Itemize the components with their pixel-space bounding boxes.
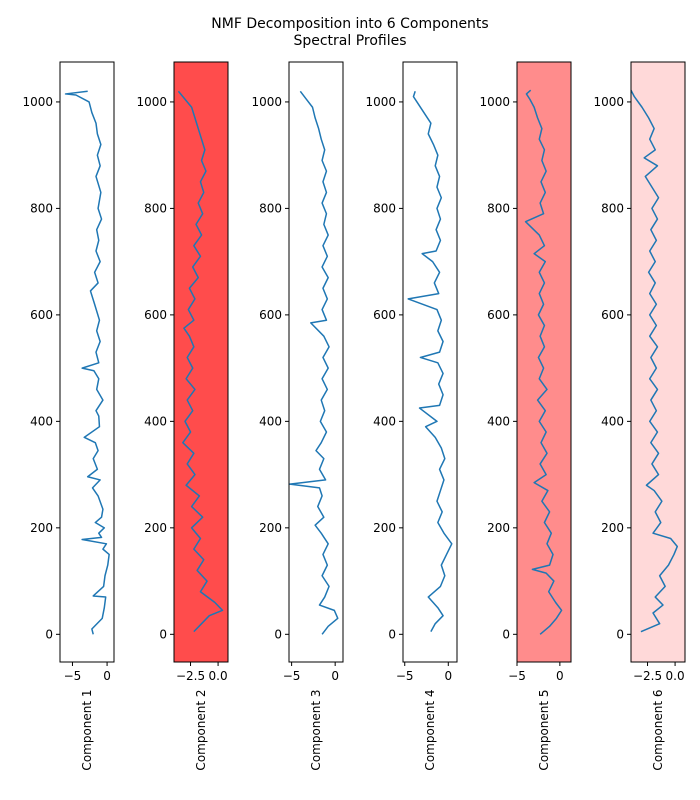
series-line — [524, 89, 563, 635]
panel-background — [631, 62, 685, 662]
panel-frame — [630, 61, 686, 663]
series-line — [407, 91, 453, 633]
y-tick-label: 600 — [144, 308, 167, 322]
y-tick-label: 400 — [30, 414, 53, 428]
y-tick-label: 0 — [274, 627, 282, 641]
panel-background — [403, 62, 457, 662]
x-tick-label: 0 — [556, 669, 564, 683]
series-line — [289, 90, 339, 635]
y-tick-label: 600 — [30, 308, 53, 322]
x-tick-label: 0 — [103, 669, 111, 683]
panel-1: 0 200 400 600 800 1000 −5 0 Component 1 — [22, 61, 115, 771]
panel-frame — [59, 61, 115, 663]
x-tick-label: −2.5 — [633, 669, 662, 683]
panel-background — [174, 62, 228, 662]
panel-frame — [402, 61, 458, 663]
y-tick-label: 600 — [373, 308, 396, 322]
x-tick-label: 0 — [331, 669, 339, 683]
panel-frame — [288, 61, 344, 663]
y-tick-label: 800 — [144, 201, 167, 215]
y-tick-label: 0 — [159, 627, 167, 641]
chart-title: NMF Decomposition into 6 Components — [211, 16, 488, 32]
x-axis-label: Component 5 — [537, 689, 551, 770]
y-tick-label: 400 — [373, 414, 396, 428]
chart-panels: 0 200 400 600 800 1000 −5 0 Component 1 0 200 400 60… — [22, 61, 686, 771]
x-tick-label: −5 — [64, 669, 82, 683]
y-tick-label: 400 — [144, 414, 167, 428]
y-tick-label: 600 — [601, 308, 624, 322]
y-tick-label: 200 — [373, 521, 396, 535]
y-tick-label: 400 — [487, 414, 510, 428]
y-tick-label: 0 — [616, 627, 624, 641]
x-tick-label: 0 — [444, 669, 452, 683]
y-tick-label: 200 — [487, 521, 510, 535]
y-tick-label: 0 — [502, 627, 510, 641]
y-tick-label: 800 — [373, 201, 396, 215]
panel-frame — [173, 61, 229, 663]
panel-4: 0 200 400 600 800 1000 −5 0 Component 4 — [365, 61, 458, 771]
panel-background — [289, 62, 343, 662]
y-tick-label: 800 — [487, 201, 510, 215]
panel-5: 0 200 400 600 800 1000 −5 0 Component 5 — [479, 61, 572, 771]
x-axis-label: Component 2 — [194, 689, 208, 770]
y-tick-label: 600 — [259, 308, 282, 322]
y-tick-label: 200 — [259, 521, 282, 535]
y-tick-label: 800 — [601, 201, 624, 215]
panel-3: 0 200 400 600 800 1000 −5 0 Component 3 — [251, 61, 344, 771]
panel-frame — [516, 61, 572, 663]
chart-subtitle: Spectral Profiles — [293, 33, 406, 49]
y-tick-label: 0 — [388, 627, 396, 641]
x-tick-label: −5 — [508, 669, 526, 683]
y-tick-label: 1000 — [22, 95, 53, 109]
x-axis-label: Component 6 — [651, 689, 665, 770]
y-tick-label: 200 — [144, 521, 167, 535]
y-tick-label: 800 — [30, 201, 53, 215]
x-axis-label: Component 4 — [423, 689, 437, 770]
x-axis-label: Component 1 — [80, 689, 94, 770]
y-tick-label: 200 — [30, 521, 53, 535]
y-tick-label: 600 — [487, 308, 510, 322]
y-tick-label: 1000 — [251, 95, 282, 109]
panel-background — [60, 62, 114, 662]
y-tick-label: 1000 — [479, 95, 510, 109]
x-tick-label: −5 — [283, 669, 301, 683]
y-tick-label: 1000 — [593, 95, 624, 109]
x-axis-label: Component 3 — [309, 689, 323, 770]
panel-background — [517, 62, 571, 662]
y-tick-label: 1000 — [136, 95, 167, 109]
x-tick-label: 0.0 — [209, 669, 228, 683]
y-tick-label: 800 — [259, 201, 282, 215]
y-tick-label: 0 — [45, 627, 53, 641]
x-tick-label: −5 — [396, 669, 414, 683]
series-line — [630, 89, 679, 633]
x-tick-label: 0.0 — [666, 669, 685, 683]
y-tick-label: 1000 — [365, 95, 396, 109]
series-line — [64, 90, 110, 635]
y-tick-label: 400 — [259, 414, 282, 428]
x-tick-label: −2.5 — [176, 669, 205, 683]
y-tick-label: 200 — [601, 521, 624, 535]
y-tick-label: 400 — [601, 414, 624, 428]
series-line — [177, 90, 224, 633]
